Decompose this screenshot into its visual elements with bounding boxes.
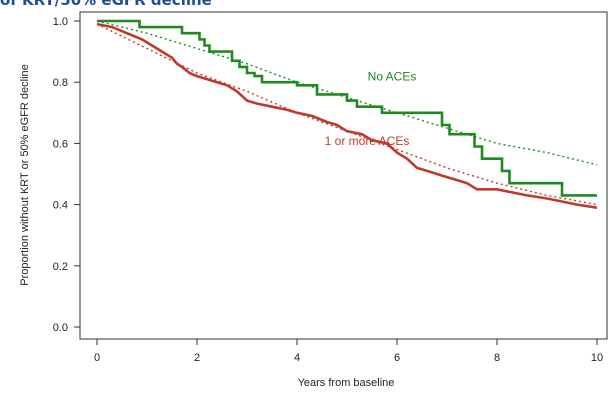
series-label-no-aces: No ACEs	[368, 70, 417, 84]
y-tick-label: 0.6	[53, 138, 68, 150]
no-aces-step-line	[97, 19, 597, 197]
x-tick-label: 6	[394, 352, 400, 364]
y-tick-label: 1.0	[53, 16, 68, 28]
x-axis: 0 2 4 6 8 10	[94, 339, 603, 364]
chart-title: of KRT/50% eGFR decline	[0, 0, 212, 9]
x-tick-label: 0	[94, 352, 100, 364]
1-or-more-aces-step-line	[96, 22, 598, 209]
x-tick-label: 10	[591, 352, 603, 364]
y-tick-label: 0.2	[53, 261, 68, 273]
x-tick-label: 8	[494, 352, 500, 364]
x-tick-label: 2	[194, 352, 200, 364]
series-label-1-or-more-aces: 1 or more ACEs	[325, 134, 410, 148]
x-axis-title: Years from baseline	[298, 377, 395, 389]
annotation-layer: No ACEs 1 or more ACEs	[325, 70, 417, 148]
fit-1-trend-line	[96, 20, 598, 166]
x-tick-label: 4	[294, 352, 300, 364]
y-axis-title: Proportion without KRT or 50% eGFR decli…	[19, 64, 31, 286]
y-tick-label: 0.0	[53, 322, 68, 334]
plot-frame	[79, 11, 608, 340]
series-layer	[96, 19, 598, 209]
y-tick-label: 0.4	[53, 200, 68, 212]
fit-2-trend-line	[96, 23, 598, 206]
y-tick-label: 0.8	[53, 77, 68, 89]
y-axis: 0.0 0.2 0.4 0.6 0.8 1.0	[53, 16, 80, 334]
